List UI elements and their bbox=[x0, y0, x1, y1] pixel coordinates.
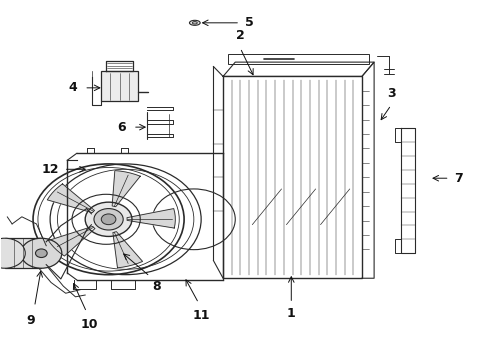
Polygon shape bbox=[49, 226, 95, 256]
Polygon shape bbox=[112, 171, 140, 207]
Bar bbox=[228, 54, 369, 64]
Text: 2: 2 bbox=[236, 30, 245, 42]
Circle shape bbox=[0, 238, 25, 268]
Circle shape bbox=[94, 208, 123, 230]
Text: 12: 12 bbox=[41, 163, 59, 176]
Text: 1: 1 bbox=[287, 307, 295, 320]
Circle shape bbox=[85, 202, 132, 237]
Text: 4: 4 bbox=[68, 81, 77, 94]
Polygon shape bbox=[127, 208, 175, 228]
Text: 7: 7 bbox=[455, 172, 463, 185]
Bar bbox=[223, 76, 362, 278]
Text: 11: 11 bbox=[193, 309, 210, 321]
Text: 8: 8 bbox=[152, 280, 161, 293]
Text: 6: 6 bbox=[117, 121, 125, 134]
Bar bbox=[101, 71, 138, 102]
Text: 10: 10 bbox=[80, 318, 98, 330]
Polygon shape bbox=[113, 231, 143, 268]
Text: 3: 3 bbox=[387, 87, 395, 100]
Circle shape bbox=[21, 238, 62, 268]
Bar bbox=[5, 238, 41, 268]
Ellipse shape bbox=[193, 22, 197, 24]
Text: 5: 5 bbox=[245, 16, 254, 29]
Ellipse shape bbox=[190, 20, 200, 25]
Circle shape bbox=[35, 249, 47, 257]
Circle shape bbox=[101, 214, 116, 225]
Polygon shape bbox=[48, 184, 95, 213]
Text: 9: 9 bbox=[26, 314, 35, 327]
